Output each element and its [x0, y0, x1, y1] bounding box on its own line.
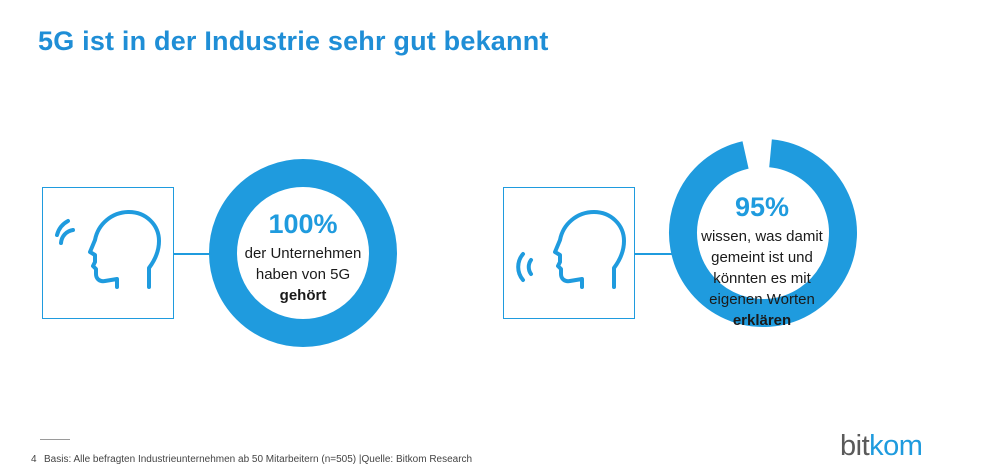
ring-chart-1 — [669, 139, 857, 327]
footer-divider — [40, 439, 70, 440]
page-number: 4 — [31, 454, 37, 465]
text-line: wissen, was damit — [701, 228, 823, 245]
value-label-1: 95% — [734, 192, 790, 222]
text-line: gemeint ist und — [711, 249, 813, 266]
source-note: Basis: Alle befragten Industrieunternehm… — [44, 454, 473, 465]
connector-right — [635, 253, 673, 255]
ring-segment-1 — [669, 139, 857, 327]
text-line: könnten es mit — [713, 270, 811, 287]
icon-box-listening — [42, 187, 174, 319]
text-line: haben von 5G — [255, 266, 351, 283]
logo-part: kom — [869, 430, 923, 462]
ring-segment-0 — [209, 159, 397, 347]
value-label-0: 100% — [268, 209, 338, 239]
ring-text-1: 95% wissen, was damit gemeint ist und kö… — [699, 190, 825, 331]
page-title: 5G ist in der Industrie sehr gut bekannt — [38, 26, 549, 56]
text-line-bold: erklären — [732, 312, 792, 329]
ring-text-0: 100% der Unternehmen haben von 5G gehört — [243, 207, 363, 306]
listening-head-icon — [55, 210, 161, 289]
connector-left — [174, 253, 214, 255]
bitkom-logo: bitkom — [840, 430, 923, 463]
logo-part: bit — [840, 430, 870, 462]
speaking-head-icon — [516, 210, 626, 289]
text-line-bold: gehört — [279, 287, 327, 304]
text-line: der Unternehmen — [244, 245, 362, 262]
text-line: eigenen Worten — [709, 291, 815, 308]
icon-box-speaking — [503, 187, 635, 319]
ring-chart-0 — [209, 159, 397, 347]
